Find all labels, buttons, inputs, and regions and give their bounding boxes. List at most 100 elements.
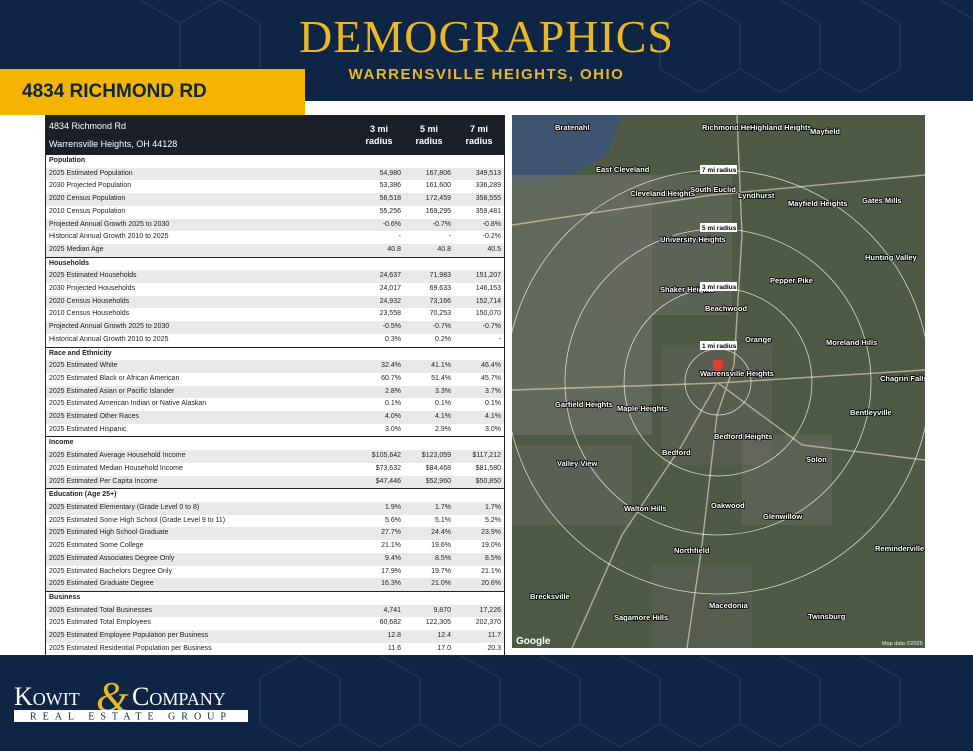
place-label: Bedford xyxy=(662,448,691,457)
subtitle: WARRENSVILLE HEIGHTS, OHIO xyxy=(348,66,625,83)
place-label: Oakwood xyxy=(711,501,745,510)
row-label: 2025 Estimated Elementary (Grade Level 0… xyxy=(45,501,354,515)
cell-value: 202,370 xyxy=(475,619,501,627)
place-label: Beachwood xyxy=(705,304,748,313)
place-label: Twinsburg xyxy=(808,612,846,621)
place-label: Richmond Heights xyxy=(702,123,768,132)
cell-value: -0.7% xyxy=(404,321,454,334)
cell-value: 70,253 xyxy=(429,310,451,318)
map-brand: Google xyxy=(516,636,551,647)
address: 4834 RICHMOND RD xyxy=(22,81,207,102)
place-label: Solon xyxy=(806,455,827,464)
section-title: Households xyxy=(45,256,505,271)
cell-value: 20.3 xyxy=(487,644,501,652)
row-label: 2020 Census Population xyxy=(45,193,354,206)
row-label: 2010 Census Population xyxy=(49,207,126,215)
cell-value: 0.1% xyxy=(485,400,501,408)
cell-value: 150,070 xyxy=(475,310,501,318)
cell-value: $52,960 xyxy=(404,475,454,489)
cell-value: 0.3% xyxy=(385,335,401,343)
place-label: Bratenahl xyxy=(555,123,590,132)
place-label: University Heights xyxy=(660,235,726,244)
table-row: Projected Annual Growth 2025 to 2030 -0.6… xyxy=(45,218,505,232)
cell-value: 9.4% xyxy=(354,552,404,566)
row-label: 2025 Estimated Per Capita Income xyxy=(45,475,354,489)
cell-value: 2.9% xyxy=(435,425,451,433)
row-label: Projected Annual Growth 2025 to 2030 xyxy=(45,218,354,232)
cell-value: $84,468 xyxy=(425,464,451,472)
row-label: 2030 Projected Population xyxy=(49,182,132,190)
place-label: Mayfield Heights xyxy=(788,199,848,208)
place-label: Moreland Hills xyxy=(826,338,877,347)
cell-value: -0.7% xyxy=(404,218,454,232)
table-row: 2025 Estimated Population 54,980 167,806 34… xyxy=(45,167,505,181)
cell-value: 40.8 xyxy=(354,243,404,258)
row-label: 2025 Estimated Total Businesses xyxy=(45,604,354,618)
table-row: 2020 Census Population 56,518 172,459 358,5… xyxy=(45,193,505,206)
city: Warrensville Heights, OH 44128 xyxy=(49,139,178,149)
cell-value: 1.7% xyxy=(454,501,505,515)
map-credit: Map data ©2025 xyxy=(882,640,923,647)
section-row: Education (Age 25+) xyxy=(45,488,505,502)
cell-value: 12.8 xyxy=(354,630,404,643)
table-row: 2010 Census Population 55,256 169,295 359,4… xyxy=(46,206,505,219)
table-row: 2025 Estimated Hispanic 3.0% 2.9% 3.0% xyxy=(46,424,505,437)
place-label: Hunting Valley xyxy=(865,253,918,262)
section-title: Population xyxy=(45,153,505,168)
section-title: Income xyxy=(45,436,505,451)
place-label: Walton Hills xyxy=(624,504,667,513)
place-label: Brecksville xyxy=(530,592,570,601)
cell-value: 8.5% xyxy=(454,552,505,566)
row-label: 2025 Estimated White xyxy=(45,360,354,373)
section-title: Race and Ethnicity xyxy=(45,346,505,361)
section-row: Income xyxy=(45,436,505,451)
cell-value: 1.9% xyxy=(354,501,404,515)
place-label: Reminderville xyxy=(875,544,924,553)
cell-value: 3.7% xyxy=(454,385,505,399)
cell-value: 17.0 xyxy=(437,644,451,652)
cell-value: 73,166 xyxy=(404,295,454,309)
table-row: 2025 Estimated Asian or Pacific Islander… xyxy=(45,385,505,399)
cell-value: -0.7% xyxy=(454,321,505,334)
logo-bar xyxy=(14,710,248,722)
cell-value: 0.1% xyxy=(385,400,401,408)
table-row: 2030 Projected Population 53,386 161,600 33… xyxy=(46,180,505,193)
section-row: Race and Ethnicity xyxy=(45,346,505,361)
row-label: 2025 Estimated Median Household Income xyxy=(49,464,183,472)
cell-value: $123,059 xyxy=(404,450,454,463)
row-label: 2025 Estimated Some College xyxy=(49,542,144,550)
cell-value: 161,600 xyxy=(425,182,451,190)
row-label: 2025 Estimated High School Graduate xyxy=(45,527,354,541)
table-row: 2025 Estimated High School Graduate 27.7%… xyxy=(45,527,505,541)
cell-value: 8.5% xyxy=(404,552,454,566)
cell-value: 20.6% xyxy=(454,578,505,592)
cell-value: 151,207 xyxy=(454,270,505,284)
cell-value: 4.1% xyxy=(404,411,454,424)
cell-value: 17.9% xyxy=(381,567,401,575)
cell-value: $117,212 xyxy=(454,450,505,463)
section-title: Education (Age 25+) xyxy=(45,488,505,502)
table-row: Historical Annual Growth 2010 to 2025 - - -… xyxy=(46,231,505,244)
radius-label-box xyxy=(700,165,737,174)
cell-value: 11.6 xyxy=(387,644,401,652)
row-label: 2025 Estimated Bachelors Degree Only xyxy=(49,567,172,575)
logo-name: Company xyxy=(132,682,226,711)
cell-value: 24,932 xyxy=(354,295,404,309)
table-row: 2025 Estimated Elementary (Grade Level 0… xyxy=(45,501,505,515)
cell-value: 4,741 xyxy=(354,604,404,618)
cell-value: -0.5% xyxy=(354,321,404,334)
cell-value: 5.6% xyxy=(385,516,401,524)
title: DEMOGRAPHICS xyxy=(299,11,674,62)
table-row: 2025 Estimated Median Household Income $7… xyxy=(46,463,505,476)
cell-value: $105,642 xyxy=(354,450,404,463)
table-row: 2025 Estimated Total Employees 60,682 122,… xyxy=(46,617,505,630)
table-row: 2025 Estimated White 32.4% 41.1% 46.4% xyxy=(45,360,505,373)
cell-value: 54,980 xyxy=(354,167,404,181)
table-row: 2025 Estimated Associates Degree Only 9.4… xyxy=(45,552,505,566)
cell-value: 60,682 xyxy=(379,619,401,627)
place-label: Mayfield xyxy=(810,127,840,136)
cell-value: 19.6% xyxy=(431,542,451,550)
section-row: Business xyxy=(45,590,505,605)
cell-value: 51.4% xyxy=(431,374,451,382)
